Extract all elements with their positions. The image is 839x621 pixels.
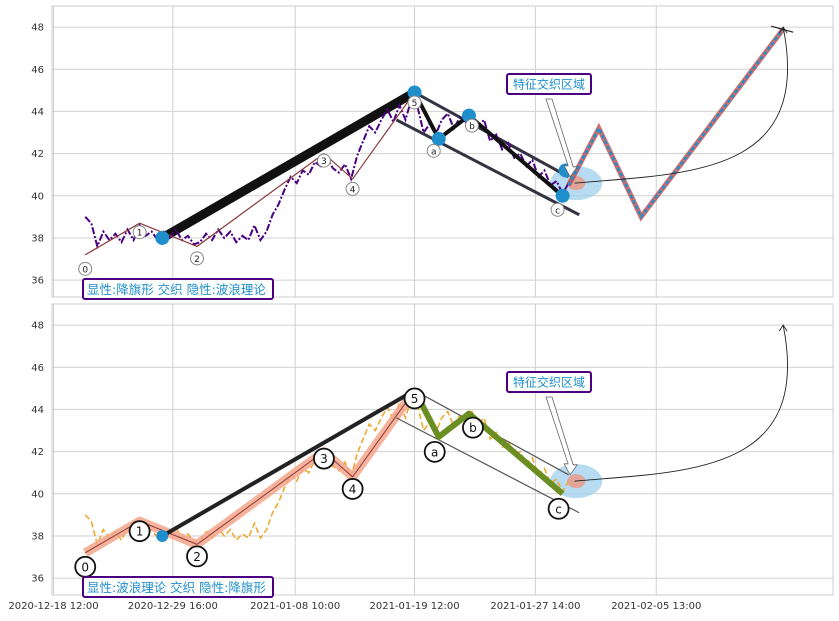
wave-label-circle [313, 447, 335, 470]
wave-label-circle [128, 520, 151, 543]
impulse-line [161, 388, 416, 538]
x-tick-label: 2021-02-05 13:00 [611, 601, 701, 612]
wave-label-circle [341, 478, 364, 500]
wave-label-circle [462, 416, 484, 439]
region-label-box [506, 371, 592, 393]
x-tick-label: 2021-01-08 10:00 [250, 601, 340, 612]
wave-label: c [555, 502, 562, 516]
wave-label-circle [403, 387, 426, 410]
wave-label: 3 [321, 157, 327, 167]
wave-label: c [555, 206, 560, 216]
wave-label-circle [345, 181, 360, 196]
wave-label: 4 [349, 482, 357, 496]
wave-label-circle [132, 225, 147, 240]
wave-label-circle [186, 545, 208, 568]
y-tick-label: 46 [31, 363, 44, 374]
wave-label-circle [407, 95, 422, 110]
wave-label: 3 [320, 452, 328, 466]
pivot-marker [555, 188, 570, 203]
wave-label: 1 [137, 229, 143, 239]
wave-label-circle [316, 153, 331, 168]
y-tick-label: 44 [31, 107, 44, 118]
wave-label-circle [547, 497, 570, 520]
wave-label: 2 [194, 255, 200, 265]
wave-label: 5 [411, 392, 419, 406]
wave-label: 5 [412, 99, 418, 109]
y-tick-label: 36 [31, 574, 44, 585]
pivot-marker [431, 131, 446, 146]
projection-path [567, 28, 785, 220]
y-tick-label: 44 [31, 405, 44, 416]
wave-label: 1 [136, 525, 144, 539]
pattern-annotation: 显性:降旗形 交织 隐性:波浪理论 [87, 282, 266, 297]
x-tick-label: 2020-12-18 12:00 [8, 601, 98, 612]
region-label: 特征交织区域 [513, 77, 585, 92]
plot-area [51, 5, 834, 298]
pattern-annotation-box [82, 278, 274, 300]
x-tick-label: 2021-01-19 12:00 [369, 601, 459, 612]
wave-label: b [469, 122, 475, 132]
forecast-curve-head [778, 324, 788, 332]
correction-path [412, 91, 564, 198]
x-tick-label: 2021-01-27 14:00 [490, 601, 580, 612]
wave-label-circle [426, 143, 441, 158]
wave-label: 0 [82, 265, 88, 275]
pivot-marker [155, 230, 170, 245]
forecast-curve-head [778, 26, 788, 34]
y-tick-label: 48 [31, 321, 44, 332]
wave-label-circle [423, 440, 446, 463]
flag-pole [157, 87, 420, 243]
pivot-marker [407, 85, 422, 100]
y-tick-label: 40 [31, 489, 44, 500]
pattern-annotation-box [82, 576, 274, 598]
x-tick-label: 2020-12-29 16:00 [128, 601, 218, 612]
y-tick-label: 38 [31, 233, 44, 244]
y-tick-label: 36 [31, 276, 44, 287]
wave-label: b [469, 421, 477, 435]
pivot-marker [156, 529, 169, 542]
y-tick-label: 40 [31, 191, 44, 202]
wave-label-circle [78, 261, 93, 276]
wave-label-circle [190, 251, 205, 266]
wave-label: 4 [350, 185, 356, 195]
wave-label: a [431, 147, 437, 157]
wave-label-circle [550, 202, 565, 217]
y-tick-label: 38 [31, 531, 44, 542]
region-label-box [506, 73, 592, 95]
region-pointer-arrow [545, 98, 578, 178]
y-tick-label: 48 [31, 23, 44, 34]
channel-lower-line [396, 417, 580, 514]
region-label: 特征交织区域 [513, 375, 585, 390]
y-tick-label: 46 [31, 65, 44, 76]
forecast-curve [574, 26, 789, 184]
correction-path [411, 389, 565, 497]
pattern-annotation: 显性:波浪理论 交织 隐性:降旗形 [87, 580, 266, 595]
y-tick-label: 42 [31, 149, 44, 160]
wave-label-circle [464, 118, 479, 133]
y-tick-label: 42 [31, 447, 44, 458]
region-pointer-arrow [545, 396, 578, 476]
flag-lower-line [395, 118, 580, 217]
wave-label: 0 [81, 560, 89, 574]
wave-label: a [431, 445, 438, 459]
wave-label: 2 [193, 550, 201, 564]
forecast-curve [574, 324, 789, 482]
